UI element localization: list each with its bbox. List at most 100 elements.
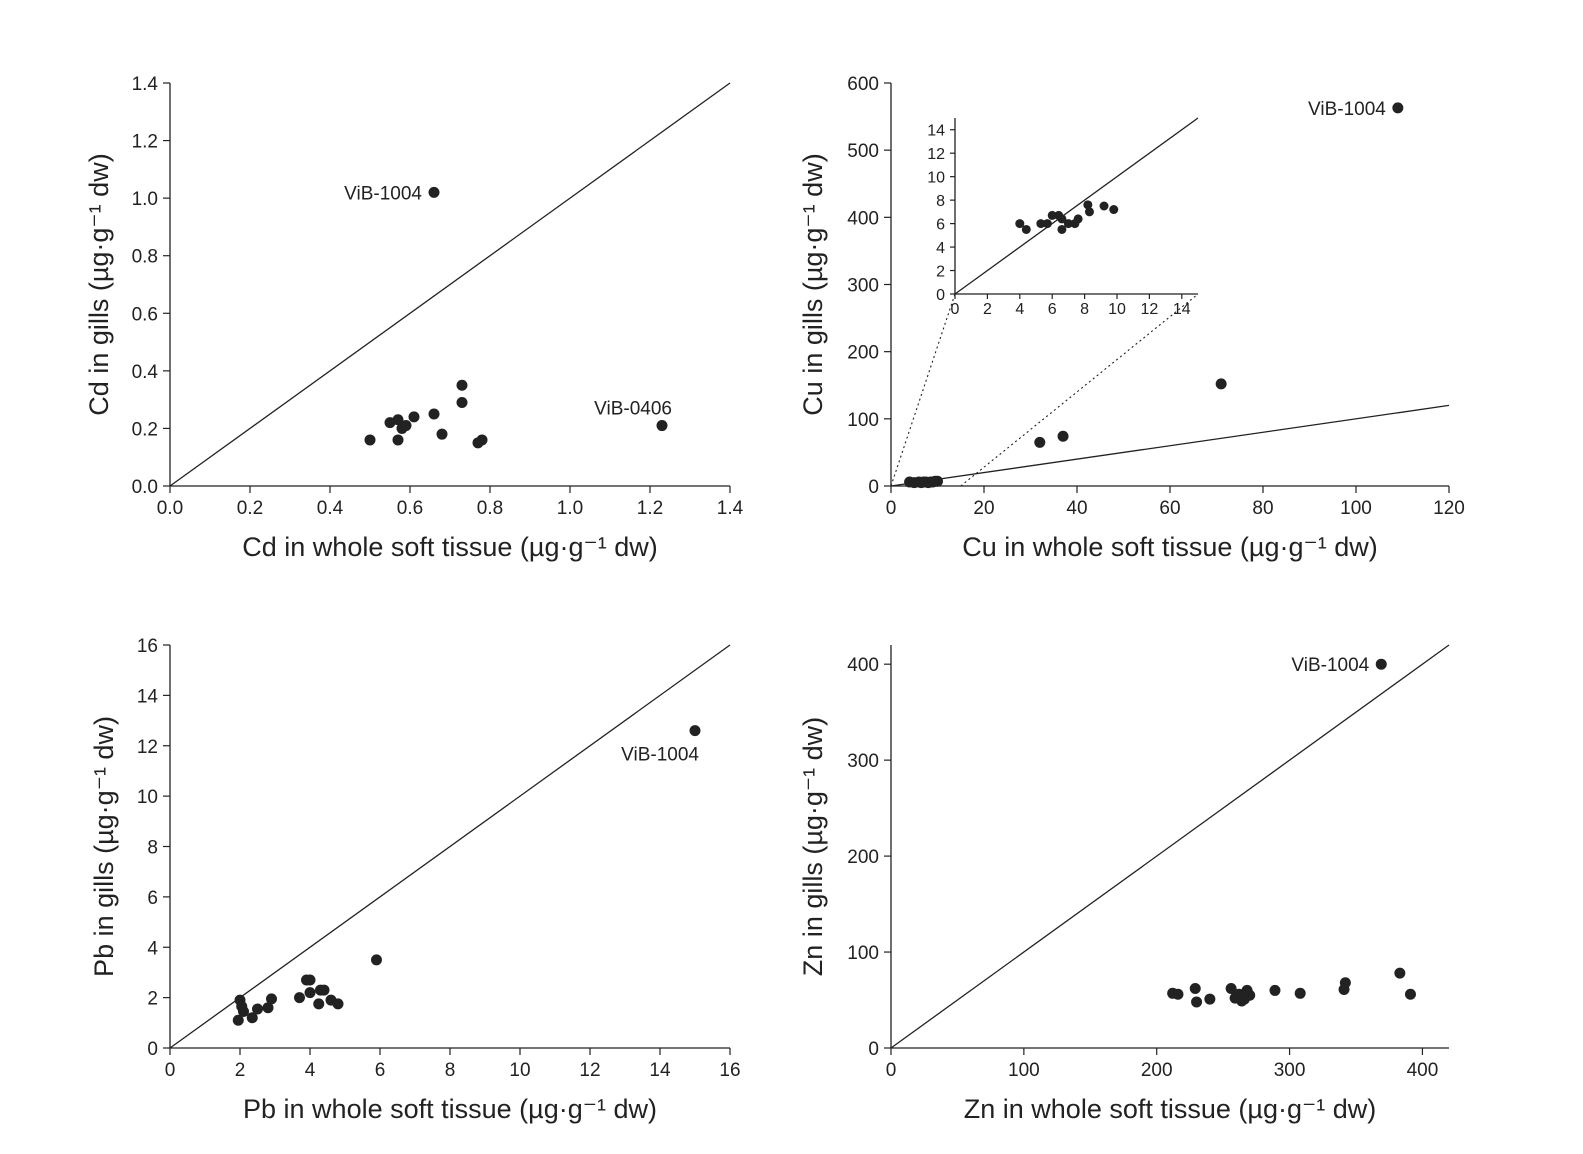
x-tick-label: 0.8 (477, 498, 503, 519)
y-tick-label: 200 (847, 343, 879, 364)
y-tick-label: 2 (147, 989, 158, 1010)
data-point (1204, 993, 1216, 1005)
y-tick-label: 8 (147, 838, 158, 859)
x-tick-label: 100 (1340, 498, 1372, 519)
data-point (436, 428, 448, 440)
y-tick-label: 100 (847, 943, 879, 964)
inset-data-point (1036, 219, 1046, 229)
data-point (1189, 983, 1201, 995)
data-point (1034, 436, 1046, 448)
x-tick-label: 0.2 (237, 498, 263, 519)
data-point (1394, 967, 1406, 979)
inset-data-point (1083, 200, 1093, 210)
inset-data-point (1047, 210, 1057, 220)
y-tick-label: 400 (847, 208, 879, 229)
y-axis-title: Pb in gills (µg·g⁻¹ dw) (89, 716, 119, 977)
y-tick-label: 1.4 (132, 74, 159, 95)
y-tick-label: 300 (847, 751, 879, 772)
x-tick-label: 300 (1274, 1060, 1306, 1081)
inset-y-tick-label: 10 (927, 170, 945, 187)
reference-line-1-to-1 (169, 644, 731, 1049)
data-point (1404, 988, 1416, 1000)
inset-data-point (1015, 219, 1025, 229)
data-point (392, 414, 404, 426)
inset-x-tick-label: 4 (1015, 301, 1024, 318)
data-point (232, 1014, 244, 1026)
data-point (1339, 977, 1351, 989)
y-tick-label: 1.2 (132, 132, 158, 153)
inset-x-tick-label: 14 (1173, 301, 1191, 318)
data-point (294, 992, 305, 1004)
y-tick-label: 14 (137, 686, 159, 707)
data-point (318, 984, 330, 996)
data-point (656, 420, 668, 432)
reference-line-1-to-1 (169, 82, 731, 487)
data-point (364, 434, 376, 446)
y-tick-label: 0 (868, 477, 879, 498)
x-tick-label: 120 (1433, 498, 1465, 519)
inset-y-tick-label: 6 (936, 217, 945, 234)
data-point (1392, 102, 1404, 114)
x-tick-label: 1.2 (637, 498, 663, 519)
point-annotation: ViB-0406 (594, 399, 672, 420)
x-tick-label: 40 (1066, 498, 1087, 519)
inset-y-tick-label: 4 (936, 240, 945, 257)
x-tick-label: 6 (375, 1060, 386, 1081)
data-point (236, 1000, 248, 1012)
y-tick-label: 300 (847, 276, 879, 297)
data-point (1191, 996, 1203, 1008)
data-point (428, 408, 440, 420)
y-tick-label: 0.4 (132, 362, 159, 383)
inset-x-tick-label: 8 (1080, 301, 1089, 318)
x-tick-label: 20 (973, 498, 994, 519)
data-point (246, 1012, 258, 1024)
data-point (1057, 430, 1069, 442)
x-tick-label: 10 (509, 1060, 530, 1081)
y-tick-label: 6 (147, 888, 158, 909)
y-tick-label: 100 (847, 410, 879, 431)
point-annotation: ViB-1004 (1291, 655, 1369, 676)
data-point (304, 974, 316, 986)
x-tick-label: 0 (165, 1060, 176, 1081)
y-axis-title: Zn in gills (µg·g⁻¹ dw) (798, 717, 828, 976)
x-axis-title: Zn in whole soft tissue (µg·g⁻¹ dw) (964, 1094, 1376, 1124)
y-tick-label: 0 (147, 1039, 158, 1060)
data-point (252, 1003, 263, 1015)
data-point (332, 998, 344, 1010)
data-point (392, 434, 404, 446)
inset-reference-line-1-to-1 (954, 117, 1199, 295)
x-tick-label: 0.0 (157, 498, 183, 519)
data-point (1215, 378, 1227, 390)
y-tick-label: 16 (137, 636, 158, 657)
data-point (408, 411, 420, 423)
inset-y-tick-label: 12 (927, 146, 945, 163)
y-tick-label: 600 (847, 74, 879, 95)
data-point (689, 725, 701, 737)
y-tick-label: 0.0 (132, 477, 158, 498)
data-point (932, 475, 943, 487)
x-tick-label: 14 (649, 1060, 671, 1081)
chart-pb-panel: 0 2 4 6 8 10 12 14 16 0 2 4 6 8 10 12 14 16 Pb in whole so… (89, 636, 741, 1124)
data-point (1269, 984, 1281, 996)
zoom-connector-line (960, 293, 1199, 487)
x-tick-label: 8 (445, 1060, 456, 1081)
point-annotation: ViB-1004 (344, 183, 422, 204)
inset-x-tick-label: 10 (1108, 301, 1126, 318)
inset-y-tick-label: 8 (936, 193, 945, 210)
x-tick-label: 100 (1008, 1060, 1040, 1081)
x-tick-label: 12 (579, 1060, 600, 1081)
x-axis-title: Cu in whole soft tissue (µg·g⁻¹ dw) (962, 532, 1377, 562)
y-tick-label: 0.8 (132, 247, 158, 268)
data-point (313, 998, 325, 1010)
inset-zoom-panel: 0 2 4 6 8 10 12 14 0 2 4 6 8 10 12 14 (890, 117, 1199, 487)
y-tick-label: 200 (847, 847, 879, 868)
inset-data-point (1073, 214, 1083, 224)
y-tick-label: 0.6 (132, 304, 158, 325)
y-tick-label: 10 (137, 787, 158, 808)
data-point (1294, 987, 1306, 999)
inset-y-tick-label: 2 (936, 264, 945, 281)
data-point (476, 434, 488, 446)
data-point (304, 987, 316, 999)
x-tick-label: 2 (235, 1060, 246, 1081)
